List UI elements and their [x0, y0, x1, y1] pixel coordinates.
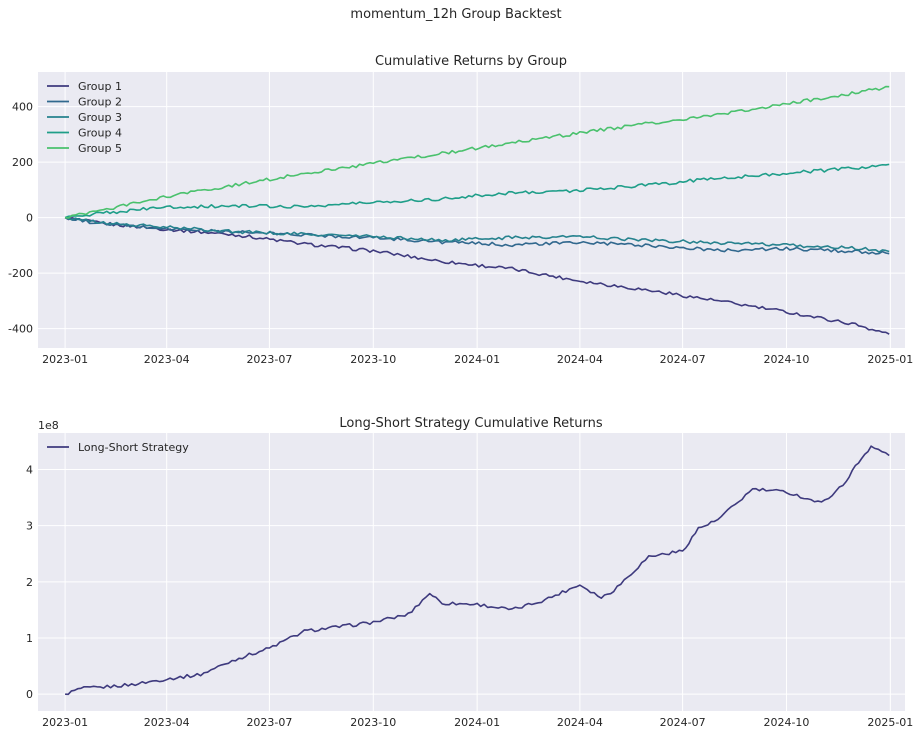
series-line: [64, 216, 890, 253]
legend-label: Long-Short Strategy: [78, 441, 189, 454]
y-tick-label: 200: [12, 156, 33, 169]
top-axes-series: [64, 85, 890, 335]
bottom-axes-grid: [38, 433, 905, 711]
legend-label: Group 1: [78, 80, 122, 93]
bottom-axes-title: Long-Short Strategy Cumulative Returns: [339, 416, 602, 431]
top-axes: 2023-01 2023-04 2023-07 2023-10 2024-01 2024-…: [8, 54, 913, 366]
y-tick-label: 400: [12, 101, 33, 114]
x-tick-label: 2024-10: [763, 353, 809, 366]
x-tick-label: 2023-04: [144, 716, 190, 729]
y-tick-label: 3: [26, 520, 33, 533]
x-tick-label: 2023-07: [246, 716, 292, 729]
x-tick-label: 2024-01: [454, 353, 500, 366]
x-tick-label: 2023-10: [350, 353, 396, 366]
top-legend: Group 1 Group 2 Group 3 Group 4 Group 5: [47, 80, 122, 155]
x-tick-label: 2024-01: [454, 716, 500, 729]
series-line: [64, 216, 890, 335]
top-axes-background: [38, 72, 905, 348]
legend-label: Group 2: [78, 96, 122, 109]
x-tick-label: 2023-10: [350, 716, 396, 729]
y-tick-label: -400: [8, 323, 33, 336]
x-tick-label: 2023-01: [42, 353, 88, 366]
x-tick-label: 2024-04: [557, 716, 603, 729]
y-tick-label: 0: [26, 688, 33, 701]
legend-label: Group 4: [78, 127, 122, 140]
bottom-axes-ticks: 2023-01 2023-04 2023-07 2023-10 2024-01 2024-…: [26, 464, 913, 729]
bottom-axes: 2023-01 2023-04 2023-07 2023-10 2024-01 2024-…: [26, 416, 913, 729]
bottom-axes-background: [38, 433, 905, 711]
x-tick-label: 2024-07: [660, 716, 706, 729]
x-tick-label: 2023-04: [144, 353, 190, 366]
legend-label: Group 3: [78, 111, 122, 124]
x-tick-label: 2025-01: [867, 353, 913, 366]
x-tick-label: 2023-07: [246, 353, 292, 366]
y-tick-label: 2: [26, 576, 33, 589]
series-line: [65, 445, 890, 696]
y-tick-label: -200: [8, 267, 33, 280]
bottom-legend: Long-Short Strategy: [47, 441, 189, 454]
y-offset-label: 1e8: [38, 419, 59, 432]
x-tick-label: 2025-01: [867, 716, 913, 729]
top-axes-grid: [38, 72, 905, 348]
series-line: [64, 163, 890, 219]
x-tick-label: 2024-07: [660, 353, 706, 366]
bottom-axes-series: [65, 445, 890, 696]
top-axes-title: Cumulative Returns by Group: [375, 54, 567, 69]
x-tick-label: 2024-04: [557, 353, 603, 366]
x-tick-label: 2023-01: [42, 716, 88, 729]
x-tick-label: 2024-10: [763, 716, 809, 729]
figure-suptitle: momentum_12h Group Backtest: [350, 7, 561, 22]
series-line: [65, 85, 890, 219]
y-tick-label: 0: [26, 212, 33, 225]
y-tick-label: 1: [26, 632, 33, 645]
top-axes-ticks: 2023-01 2023-04 2023-07 2023-10 2024-01 2024-…: [8, 101, 913, 366]
legend-label: Group 5: [78, 142, 122, 155]
y-tick-label: 4: [26, 464, 33, 477]
